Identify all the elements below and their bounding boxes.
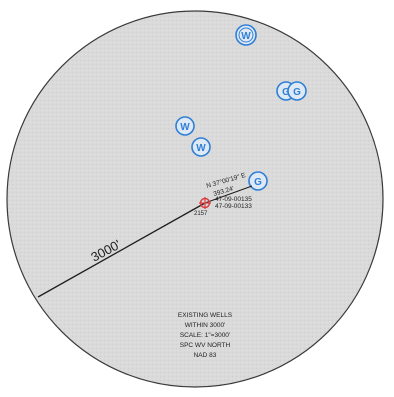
legend-line-2: WITHIN 3000' — [185, 322, 226, 329]
well-symbol-g-3: G — [248, 171, 268, 191]
bearing-line — [204, 185, 253, 204]
site-marker-icon — [199, 197, 211, 209]
radius-line — [37, 202, 206, 298]
legend-line-4: SPC WV NORTH — [180, 342, 231, 349]
well-letter: G — [282, 87, 290, 98]
well-letter: W — [241, 31, 251, 42]
water-well-icon — [175, 116, 195, 136]
site-small-label: 2157 — [194, 211, 208, 217]
legend-line-1: EXISTING WELLS — [178, 312, 233, 319]
water-well-icon — [191, 137, 211, 157]
legend-line-5: NAD 83 — [194, 352, 217, 359]
legend-line-3: SCALE: 1"=3000' — [180, 332, 230, 339]
well-letter: W — [180, 122, 190, 133]
well-letter: G — [293, 87, 301, 98]
map-legend: EXISTING WELLS WITHIN 3000' SCALE: 1"=30… — [178, 312, 233, 359]
buffer-circle — [6, 10, 384, 388]
well-symbol-w-3: W — [191, 137, 211, 157]
well-symbol-g-2: G — [287, 81, 307, 101]
well-letter: G — [254, 177, 262, 188]
permit-label-2: 47-09-00133 — [215, 203, 252, 210]
well-letter: W — [196, 143, 206, 154]
well-symbol-w-2: W — [175, 116, 195, 136]
gas-well-icon — [248, 171, 268, 191]
permit-label-1: 47-09-00135 — [215, 196, 252, 203]
gas-well-icon — [287, 81, 307, 101]
well-symbol-w-1: W — [235, 24, 257, 46]
